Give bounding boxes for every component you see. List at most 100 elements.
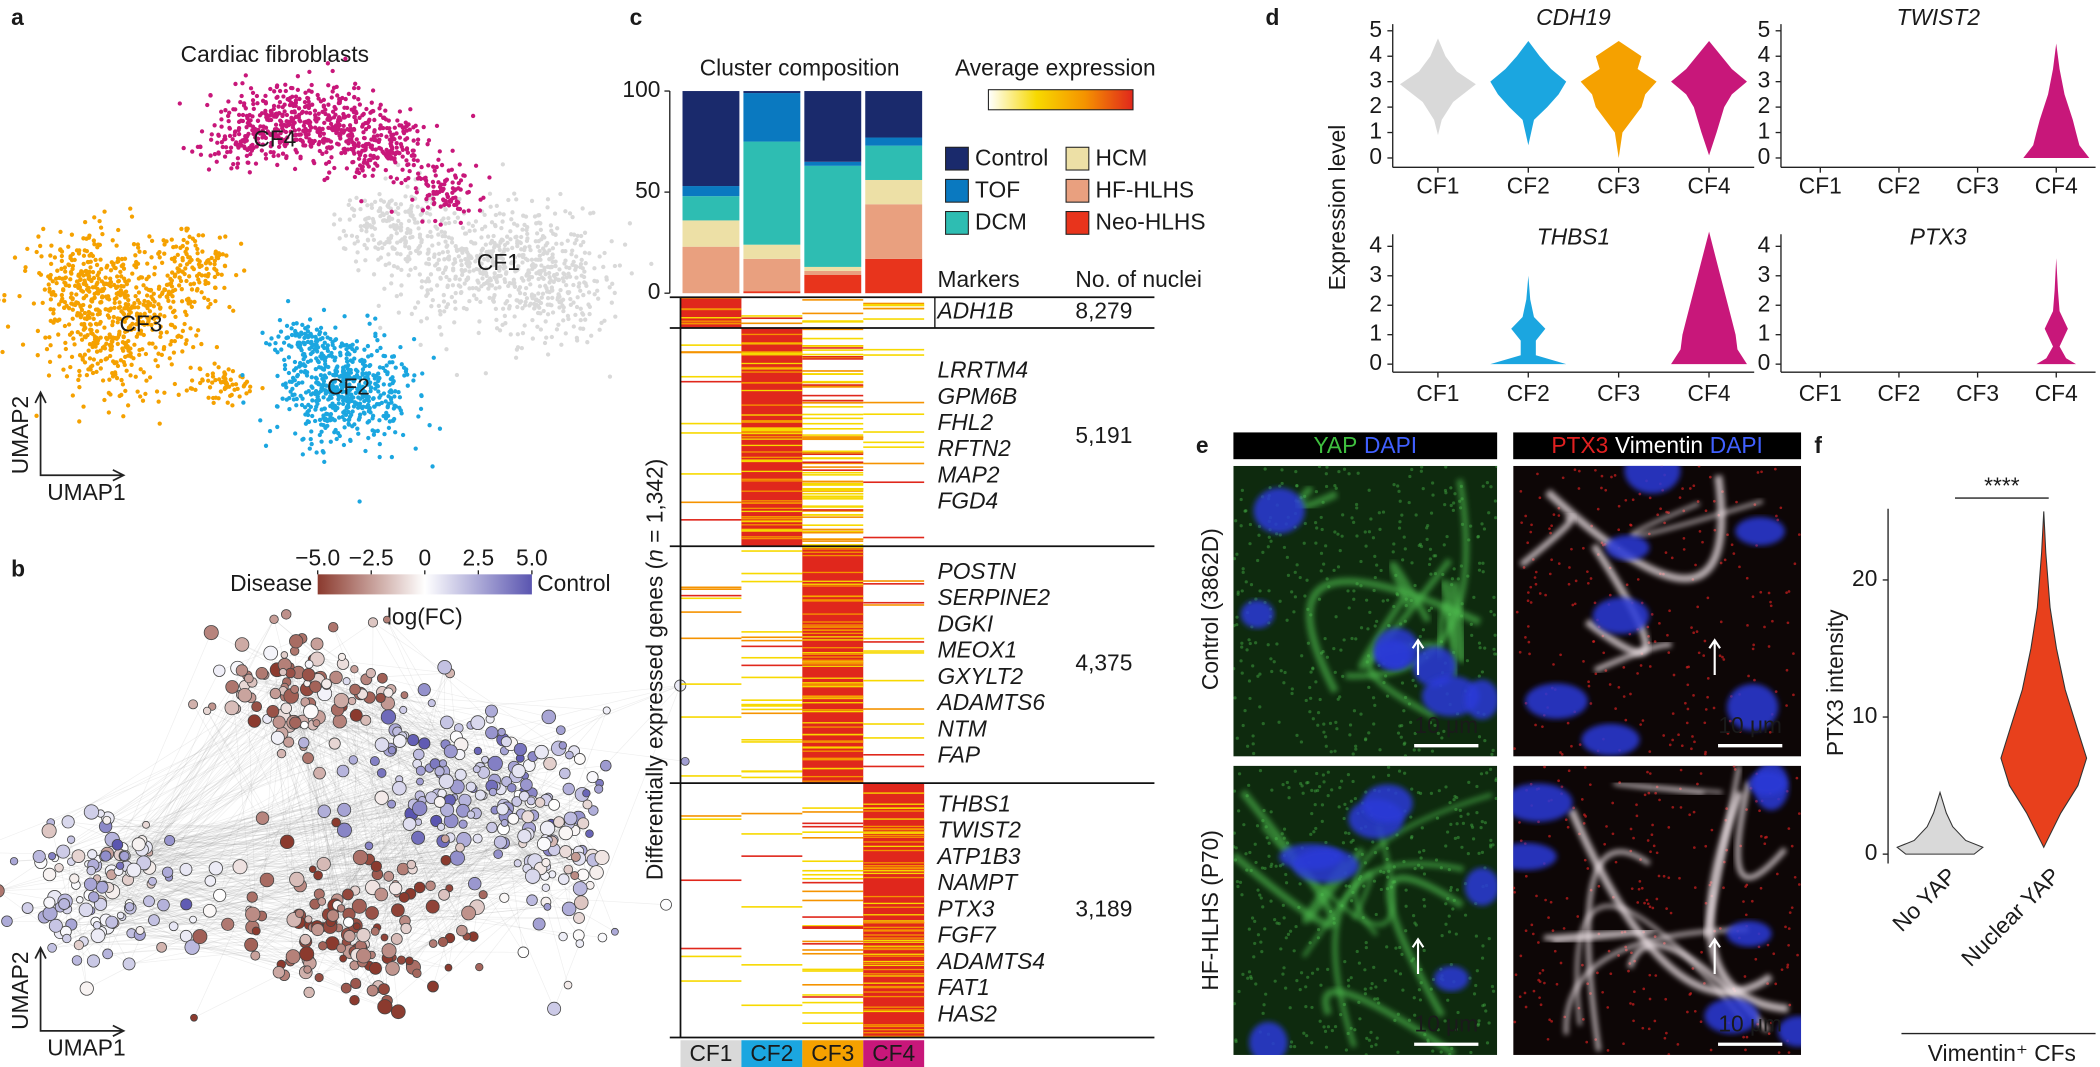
cell-point — [294, 321, 299, 326]
cell-point — [163, 287, 168, 292]
cell-point — [422, 176, 427, 181]
cell-point — [547, 280, 552, 285]
cell-point — [326, 83, 331, 88]
cell-point — [115, 320, 120, 325]
cell-point — [539, 263, 544, 268]
cell-point — [356, 156, 362, 161]
cell-point — [194, 273, 200, 279]
network-node — [355, 948, 372, 964]
network-node — [513, 859, 522, 868]
cell-point — [327, 371, 332, 376]
cell-point — [285, 335, 290, 340]
cell-point — [279, 347, 284, 352]
network-edge — [185, 866, 241, 937]
cell-point — [181, 145, 186, 151]
cell-point — [319, 351, 324, 356]
network-node — [412, 968, 422, 978]
cell-point — [411, 157, 416, 162]
cell-point — [581, 239, 586, 245]
network-node — [234, 637, 250, 652]
cell-point — [313, 407, 318, 412]
network-edge — [295, 722, 444, 943]
cell-point — [604, 277, 609, 282]
cell-point — [139, 275, 145, 280]
cell-point — [334, 366, 339, 371]
panel-letter: f — [1814, 432, 1822, 458]
cell-point — [271, 103, 277, 109]
cell-point — [477, 319, 482, 324]
network-node — [548, 798, 561, 811]
network-node — [437, 822, 446, 831]
network-node — [192, 929, 208, 945]
cell-point — [70, 263, 76, 269]
cell-point — [578, 317, 583, 323]
network-edge — [299, 677, 337, 914]
network-node — [61, 815, 75, 829]
network-node — [473, 746, 483, 756]
cell-point — [387, 419, 392, 424]
cell-point — [286, 355, 292, 360]
network-edge — [308, 845, 370, 993]
cell-point — [440, 250, 446, 255]
network-edge — [124, 667, 289, 857]
heatmap-row — [741, 317, 803, 320]
cell-point — [371, 153, 376, 159]
cell-point — [470, 223, 475, 228]
cell-point — [508, 332, 513, 337]
network-node — [539, 820, 556, 836]
network-edge — [78, 838, 478, 946]
network-edge — [91, 811, 319, 876]
network-edge — [49, 750, 479, 903]
cell-point — [272, 127, 278, 132]
cell-point — [265, 115, 270, 120]
cell-point — [515, 223, 520, 228]
network-edge — [355, 920, 406, 984]
network-edge — [149, 765, 530, 869]
cell-point — [260, 98, 266, 103]
cell-point — [120, 382, 126, 387]
network-node — [563, 980, 573, 990]
network-edge — [355, 823, 552, 926]
network-edge — [289, 725, 535, 870]
cell-point — [370, 233, 375, 238]
cell-point — [347, 414, 353, 420]
cell-point — [315, 395, 320, 400]
network-node — [398, 892, 410, 903]
cell-point — [393, 389, 398, 394]
cell-point — [328, 439, 333, 444]
heatmap-row — [802, 394, 864, 397]
cell-point — [216, 396, 221, 401]
cell-point — [325, 343, 331, 348]
cell-point — [373, 147, 378, 152]
cell-point — [425, 276, 431, 281]
network-node — [189, 915, 197, 924]
network-node — [285, 667, 296, 679]
cell-point — [497, 264, 503, 270]
network-edge — [168, 877, 350, 915]
network-edge — [168, 877, 315, 905]
cell-point — [318, 325, 324, 331]
cell-point — [601, 264, 606, 270]
network-edge — [346, 693, 361, 943]
network-edge — [288, 667, 360, 907]
legend-label: HCM — [1096, 144, 1148, 170]
network-edge — [419, 770, 519, 782]
cell-point — [243, 381, 248, 386]
cell-point — [545, 312, 551, 317]
cell-point — [231, 308, 236, 313]
network-edge — [105, 826, 210, 912]
cell-point — [305, 339, 311, 345]
network-node — [9, 857, 19, 866]
network-node — [582, 789, 591, 798]
cell-point — [403, 240, 408, 245]
legend-swatch — [1065, 146, 1090, 171]
network-node — [328, 621, 339, 633]
network-edge — [430, 833, 529, 887]
umap-title: Cardiac fibroblasts — [181, 41, 369, 67]
cell-point — [516, 287, 521, 292]
cell-point — [277, 317, 283, 323]
cell-point — [535, 257, 541, 262]
network-node — [597, 932, 608, 943]
heatmap-row — [802, 337, 864, 340]
cell-point — [497, 328, 503, 333]
